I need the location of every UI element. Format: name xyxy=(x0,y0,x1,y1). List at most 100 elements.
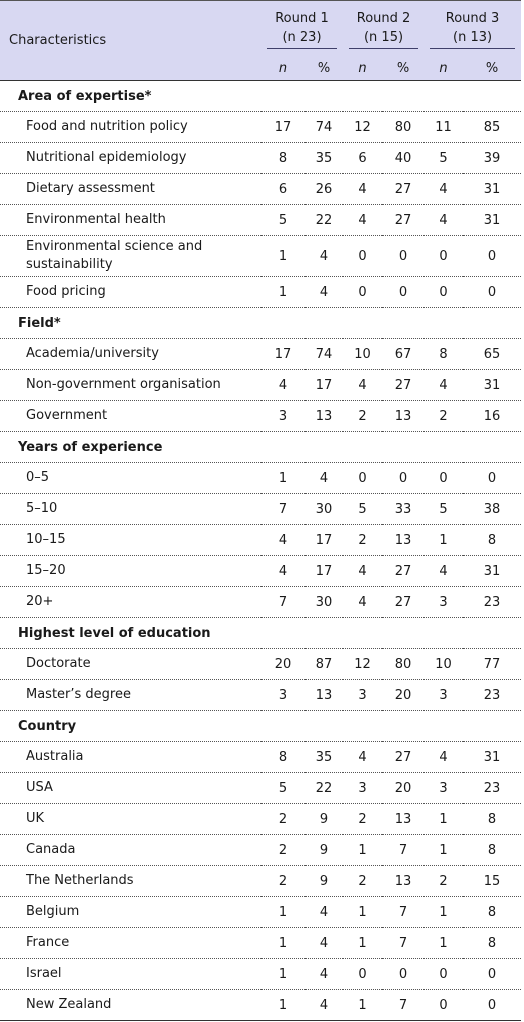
round-2-n-cell: 1 xyxy=(343,896,383,928)
round-1-pct-cell: 4 xyxy=(305,927,344,959)
table-row: Government 3 13 2 13 2 16 xyxy=(0,400,522,432)
round-3-header: Round 3 (n 13) xyxy=(424,1,521,57)
round-1-n-cell: 3 xyxy=(261,679,305,711)
round-2-n-cell: 2 xyxy=(343,400,383,432)
round-1-pct-cell: 35 xyxy=(305,142,344,174)
round-1-n-cell: 4 xyxy=(261,369,305,401)
round-2-pct-cell: 13 xyxy=(382,400,425,432)
round-3-label: Round 3 xyxy=(445,10,500,26)
round-2-n-cell: 1 xyxy=(343,927,383,959)
round-3-n-cell: 2 xyxy=(424,865,464,897)
round-2-n-cell: 12 xyxy=(343,648,383,680)
round-2-pct-cell: 0 xyxy=(382,235,425,277)
round-3-n-cell: 0 xyxy=(424,235,464,277)
round-1-n-cell: 1 xyxy=(261,927,305,959)
table-row: Nutritional epidemiology 8 35 6 40 5 39 xyxy=(0,142,522,174)
round-2-pct-cell: 40 xyxy=(382,142,425,174)
section-header-row: Years of experience xyxy=(0,431,522,463)
characteristics-header: Characteristics xyxy=(9,33,107,48)
round-1-pct-cell: 4 xyxy=(319,997,329,1013)
table-row: Israel 1 4 0 0 0 0 xyxy=(0,958,522,990)
round-1-n-header: n xyxy=(278,60,288,76)
round-3-pct-cell: 0 xyxy=(463,235,522,277)
round-2-n-cell: 2 xyxy=(343,524,383,556)
round-1-pct-cell: 4 xyxy=(305,462,344,494)
round-2-n-cell: 4 xyxy=(343,741,383,773)
table-row: Doctorate 20 87 12 80 10 77 xyxy=(0,648,522,680)
table-row: Dietary assessment 6 26 4 27 4 31 xyxy=(0,173,522,205)
table-row: Master’s degree 3 13 3 20 3 23 xyxy=(0,679,522,711)
round-1-n-cell: 2 xyxy=(261,803,305,835)
round-2-n-cell: 3 xyxy=(343,772,383,804)
round-2-pct-cell: 0 xyxy=(382,462,425,494)
round-3-pct-cell: 8 xyxy=(463,927,522,959)
round-3-pct-cell: 8 xyxy=(463,896,522,928)
row-label: Israel xyxy=(0,958,261,990)
table-header: Characteristics Round 1 (n 23) Round 2 (… xyxy=(0,0,522,81)
round-1-n-cell: 1 xyxy=(261,958,305,990)
round-3-n-cell: 5 xyxy=(424,142,464,174)
row-label: Food pricing xyxy=(0,276,261,308)
row-label: Master’s degree xyxy=(0,679,261,711)
round-3-pct-cell: 23 xyxy=(463,679,522,711)
round-1-n-cell: 8 xyxy=(261,741,305,773)
table-body: Area of expertise* Food and nutrition pol… xyxy=(0,80,522,1021)
round-3-sample: (n 13) xyxy=(453,29,493,45)
round-2-pct-header: % xyxy=(396,60,410,76)
row-label: New Zealand xyxy=(26,997,112,1012)
row-label: 15–20 xyxy=(0,555,261,587)
round-3-n-cell: 2 xyxy=(424,400,464,432)
round-1-pct-cell: 9 xyxy=(305,834,344,866)
table-row: Food pricing 1 4 0 0 0 0 xyxy=(0,276,522,308)
round-1-label: Round 1 xyxy=(275,10,329,26)
round-3-pct-cell: 31 xyxy=(463,741,522,773)
round-1-pct-cell: 22 xyxy=(305,204,344,236)
table-row: Environmental science and sustainability… xyxy=(0,235,522,277)
round-2-n-cell: 10 xyxy=(343,338,383,370)
round-2-pct-cell: 7 xyxy=(382,896,425,928)
round-3-n-cell: 1 xyxy=(424,524,464,556)
round-2-pct-cell: 0 xyxy=(382,276,425,308)
round-3-n-cell: 4 xyxy=(424,741,464,773)
table-row: Non-government organisation 4 17 4 27 4 31 xyxy=(0,369,522,401)
round-1-n-cell: 1 xyxy=(261,462,305,494)
round-1-n-cell: 5 xyxy=(261,204,305,236)
round-2-n-cell: 4 xyxy=(343,586,383,618)
table-row: 15–20 4 17 4 27 4 31 xyxy=(0,555,522,587)
round-1-n-cell: 1 xyxy=(261,235,305,277)
round-3-pct-cell: 23 xyxy=(463,586,522,618)
round-2-n-cell: 4 xyxy=(343,173,383,205)
round-2-n-cell: 0 xyxy=(343,462,383,494)
round-2-pct-cell: 27 xyxy=(382,586,425,618)
round-2-header: Round 2 (n 15) xyxy=(343,1,424,57)
row-label: Academia/university xyxy=(0,338,261,370)
round-2-n-cell: 12 xyxy=(343,111,383,143)
table-row: New Zealand 1 4 1 7 0 0 xyxy=(0,990,521,1021)
row-label: Nutritional epidemiology xyxy=(0,142,261,174)
round-2-pct-cell: 13 xyxy=(382,524,425,556)
round-1-pct-cell: 30 xyxy=(305,493,344,525)
section-header-row: Area of expertise* xyxy=(0,80,522,112)
round-2-pct-cell: 27 xyxy=(382,204,425,236)
round-3-n-cell: 0 xyxy=(424,462,464,494)
table-row: The Netherlands 2 9 2 13 2 15 xyxy=(0,865,522,897)
table-row: 10–15 4 17 2 13 1 8 xyxy=(0,524,522,556)
round-2-pct-cell: 27 xyxy=(382,173,425,205)
round-3-n-cell: 3 xyxy=(424,586,464,618)
round-3-n-cell: 1 xyxy=(424,834,464,866)
round-3-pct-cell: 65 xyxy=(463,338,522,370)
round-1-n-cell: 4 xyxy=(261,524,305,556)
round-2-n-cell: 4 xyxy=(343,555,383,587)
round-1-pct-cell: 17 xyxy=(305,555,344,587)
round-3-pct-cell: 16 xyxy=(463,400,522,432)
round-3-pct-cell: 39 xyxy=(463,142,522,174)
round-2-pct-cell: 13 xyxy=(382,865,425,897)
round-3-pct-header: % xyxy=(485,60,499,76)
round-3-pct-cell: 15 xyxy=(463,865,522,897)
round-1-pct-cell: 74 xyxy=(305,111,344,143)
table-row: France 1 4 1 7 1 8 xyxy=(0,927,522,959)
round-3-n-cell: 1 xyxy=(424,896,464,928)
section-header-row: Field* xyxy=(0,307,522,339)
round-2-pct-cell: 20 xyxy=(382,679,425,711)
row-label: The Netherlands xyxy=(0,865,261,897)
